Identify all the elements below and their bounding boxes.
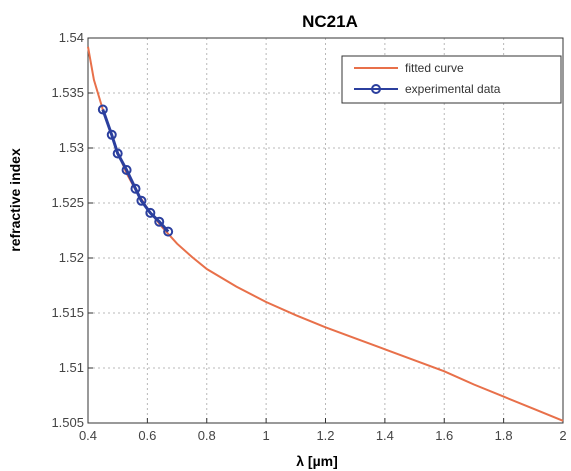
y-tick-label: 1.53 <box>59 140 84 155</box>
legend-fitted-label: fitted curve <box>405 61 464 75</box>
x-tick-label: 1.4 <box>376 428 394 443</box>
ticks: 0.4 0.6 0.8 1 1.2 1.4 1.6 1.8 2 1.505 1.51 1.515 1.5… <box>51 30 566 443</box>
x-axis-label: λ [µm] <box>296 453 338 469</box>
experimental-data-point <box>154 216 165 227</box>
x-tick-label: 1.6 <box>435 428 453 443</box>
experimental-data-point <box>145 207 156 218</box>
y-tick-label: 1.54 <box>59 30 84 45</box>
y-axis-label: refractive index <box>7 148 23 252</box>
x-tick-label: 1 <box>263 428 270 443</box>
series-layer <box>87 46 564 422</box>
experimental-data-point <box>97 104 108 115</box>
x-tick-label: 0.8 <box>198 428 216 443</box>
legend: fitted curve experimental data <box>341 55 562 104</box>
legend-box <box>341 55 562 104</box>
experimental-data-point <box>112 148 123 159</box>
chart-title: NC21A <box>302 12 358 31</box>
x-tick-label: 2 <box>559 428 566 443</box>
x-tick-label: 0.6 <box>138 428 156 443</box>
experimental-data-line <box>101 109 170 233</box>
experimental-data-point <box>121 165 132 175</box>
legend-experimental-label: experimental data <box>405 82 501 96</box>
y-tick-label: 1.515 <box>51 305 84 320</box>
y-tick-label: 1.52 <box>59 250 84 265</box>
y-tick-label: 1.535 <box>51 85 84 100</box>
experimental-data-point <box>136 195 147 206</box>
experimental-data-point <box>130 183 141 194</box>
x-tick-label: 0.4 <box>79 428 97 443</box>
y-tick-label: 1.505 <box>51 415 84 430</box>
legend-experimental-marker <box>371 84 381 94</box>
experimental-data-point <box>163 226 174 237</box>
y-tick-label: 1.51 <box>59 360 84 375</box>
x-tick-label: 1.2 <box>316 428 334 443</box>
experimental-data-point <box>106 129 117 140</box>
x-tick-label: 1.8 <box>495 428 513 443</box>
y-tick-label: 1.525 <box>51 195 84 210</box>
